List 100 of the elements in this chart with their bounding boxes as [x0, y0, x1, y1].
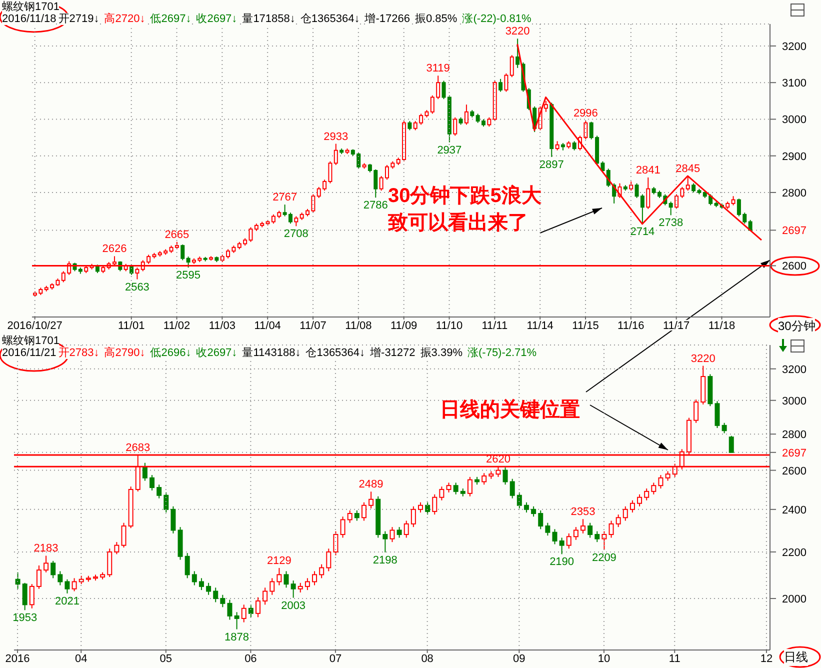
- x-tick-label: 11/01: [118, 320, 145, 332]
- candlestick: [340, 516, 346, 538]
- y-tick-label: 3000: [782, 114, 806, 126]
- candlestick: [220, 594, 226, 608]
- candlestick: [510, 478, 515, 499]
- y-tick-label: 2000: [782, 594, 806, 606]
- y-tick-label: 2900: [782, 150, 806, 163]
- candlestick: [347, 510, 352, 524]
- x-tick-label: 11/15: [572, 320, 599, 332]
- candlestick: [284, 570, 289, 588]
- candlestick: [29, 584, 34, 609]
- candlestick: [637, 494, 642, 507]
- text: 2003: [281, 600, 306, 612]
- candlestick: [453, 482, 458, 495]
- candlestick: [566, 532, 572, 550]
- annotation: 增-17266: [364, 13, 410, 25]
- annotation: 开2719↓: [58, 13, 100, 25]
- y-tick-label: 3200: [782, 40, 806, 53]
- candlestick: [354, 510, 360, 522]
- candlestick: [184, 552, 190, 579]
- candlestick: [206, 582, 212, 596]
- annotation: 低2697↓: [150, 13, 192, 25]
- candlestick: [714, 400, 720, 429]
- text: 2933: [324, 130, 348, 143]
- y-tick-label: 2697: [782, 225, 806, 238]
- candlestick: [390, 526, 395, 543]
- candlestick: [580, 518, 586, 534]
- text: 2665: [164, 228, 190, 241]
- candlestick: [630, 500, 635, 513]
- candlestick: [425, 502, 430, 516]
- text: 2841: [636, 164, 660, 176]
- y-tick-label: 2400: [782, 504, 806, 516]
- annotation: 量1143188↓: [242, 347, 301, 359]
- y-tick-label: 3200: [782, 364, 806, 376]
- candlestick: [602, 530, 607, 550]
- candlestick: [270, 578, 275, 596]
- candlestick: [121, 522, 126, 548]
- candlestick: [241, 604, 246, 623]
- x-tick-label: 11/02: [163, 320, 190, 332]
- candlestick: [573, 526, 578, 540]
- candlestick: [608, 520, 614, 538]
- text: 2845: [676, 162, 700, 175]
- x-tick-label: 05: [160, 653, 172, 665]
- candlestick: [368, 491, 374, 509]
- x-tick-label: 06: [244, 653, 257, 665]
- annotation: 仓1365364↓: [306, 347, 366, 359]
- y-tick-label: 3100: [782, 78, 806, 90]
- candlestick: [616, 514, 621, 528]
- annotation: 增-31272: [370, 347, 416, 359]
- annotation: 仓1365364↓: [300, 13, 360, 25]
- x-tick-label: 11: [668, 653, 680, 665]
- annotation: 开2783↓: [58, 347, 100, 359]
- candlestick: [446, 482, 452, 493]
- candlestick: [498, 78, 503, 92]
- text: 2563: [124, 281, 150, 294]
- candlestick: [686, 175, 690, 192]
- x-tick-label: 11/04: [254, 320, 281, 332]
- x-tick-label: 09: [513, 653, 526, 665]
- candlestick: [36, 564, 42, 590]
- candlestick: [198, 578, 204, 591]
- annotation: 2016/11/18: [2, 13, 56, 25]
- candlestick: [319, 564, 324, 579]
- candlestick: [432, 494, 438, 516]
- candlestick: [694, 399, 699, 424]
- candlestick: [668, 201, 673, 216]
- candlestick: [644, 488, 650, 501]
- text: 2897: [539, 158, 564, 171]
- annotation: 螺纹钢1701: [2, 335, 60, 347]
- candlestick: [731, 196, 736, 206]
- candlestick: [192, 570, 197, 586]
- candlestick: [142, 462, 148, 482]
- text: 日线: [784, 649, 808, 666]
- text: 1953: [12, 612, 38, 624]
- y-tick-label: 3000: [782, 395, 806, 408]
- x-tick-label: 11/09: [390, 320, 418, 332]
- candlestick: [64, 578, 70, 594]
- annotation: 涨(-75)-2.71%: [468, 347, 537, 359]
- x-tick-label: 11/14: [526, 320, 554, 332]
- text: 2708: [284, 228, 308, 240]
- candlestick: [418, 502, 423, 513]
- text: 2183: [34, 542, 58, 555]
- y-tick-label: 2600: [782, 260, 806, 273]
- text: 1878: [224, 631, 250, 644]
- annotation: 振0.85%: [415, 13, 458, 25]
- candlestick: [294, 216, 298, 227]
- candlestick: [396, 526, 402, 538]
- candlestick: [439, 486, 444, 501]
- candlestick: [186, 256, 190, 268]
- x-tick-label: 2016/10/27: [7, 320, 62, 332]
- annotation: 高2720↓: [104, 13, 146, 25]
- candlestick: [298, 582, 303, 593]
- candlestick: [213, 587, 218, 603]
- x-tick-label: 11/11: [482, 320, 508, 332]
- text: 3220: [505, 26, 530, 38]
- candlestick: [658, 474, 664, 489]
- candlestick: [502, 466, 508, 486]
- y-tick-label: 2697: [782, 447, 806, 460]
- text: 2595: [176, 270, 201, 282]
- text: 2996: [573, 108, 598, 120]
- candlestick: [538, 510, 544, 530]
